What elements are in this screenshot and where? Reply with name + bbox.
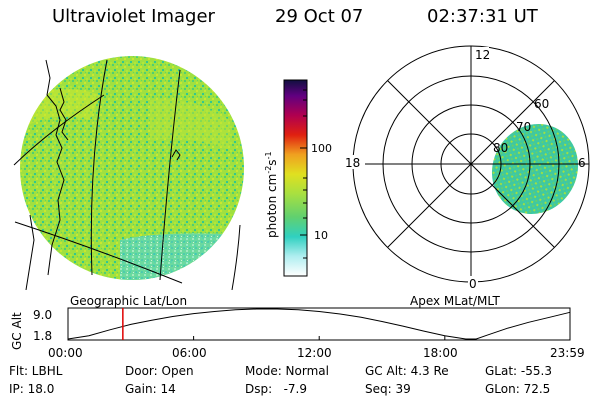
mlt-label-0: 0 — [469, 277, 477, 291]
ytick-9: 9.0 — [33, 308, 52, 322]
longitude-line — [231, 224, 241, 290]
status-dsp: Dsp: -7.9 — [245, 382, 308, 396]
latitude-line — [13, 94, 105, 166]
geographic-projection-label: Geographic Lat/Lon — [70, 294, 188, 308]
colorbar-tick-10: 10 — [314, 229, 328, 242]
status-ip: IP: 18.0 — [9, 382, 55, 396]
coastline — [59, 87, 69, 141]
mlat-label-70: 70 — [516, 120, 531, 134]
strip-frame — [67, 307, 571, 341]
longitude-line — [159, 69, 181, 281]
status-gain: Gain: 14 — [125, 382, 176, 396]
altitude-strip-chart: 9.0 1.8 — [33, 307, 571, 343]
xtick-1200: 12:00 — [297, 346, 332, 360]
xtick-0000: 00:00 — [48, 346, 83, 360]
mlt-label-18: 18 — [345, 156, 360, 170]
polar-mlt-plot: 12 18 6 0 60 70 80 — [343, 45, 590, 291]
status-filter: Flt: LBHL — [9, 364, 63, 378]
coastline — [45, 59, 65, 276]
status-glat: GLat: -55.3 — [485, 364, 552, 378]
island-outline — [171, 149, 181, 161]
status-glon: GLon: 72.5 — [485, 382, 551, 396]
xtick-1800: 18:00 — [423, 346, 458, 360]
status-door: Door: Open — [125, 364, 194, 378]
xtick-0600: 06:00 — [172, 346, 207, 360]
app-title: Ultraviolet Imager — [52, 6, 215, 27]
apex-projection-label: Apex MLat/MLT — [410, 294, 500, 308]
xtick-2359: 23:59 — [550, 346, 585, 360]
ytick-1-8: 1.8 — [33, 329, 52, 343]
time-label: 02:37:31 UT — [427, 6, 538, 27]
status-mode: Mode: Normal — [245, 364, 329, 378]
status-gc-alt: GC Alt: 4.3 Re — [365, 364, 449, 378]
mlat-label-80: 80 — [493, 141, 508, 155]
colorbar-tick-100: 100 — [311, 142, 332, 155]
altitude-series-line — [67, 308, 571, 340]
date-label: 29 Oct 07 — [275, 6, 364, 27]
mlt-label-6: 6 — [578, 156, 586, 170]
meridian-diag-2 — [387, 80, 555, 248]
coastline — [25, 214, 35, 290]
mlat-label-60: 60 — [534, 97, 549, 111]
colorbar-unit-label: photon cm-2s-1 — [264, 151, 279, 238]
longitude-line — [90, 59, 108, 276]
uv-emission-region — [491, 123, 579, 215]
geographic-image-panel — [13, 56, 244, 290]
latitude-line — [14, 221, 183, 284]
color-scale-bar: 100 10 photon cm-2s-1 — [264, 79, 332, 277]
mlt-label-12: 12 — [475, 48, 490, 62]
status-seq: Seq: 39 — [365, 382, 411, 396]
